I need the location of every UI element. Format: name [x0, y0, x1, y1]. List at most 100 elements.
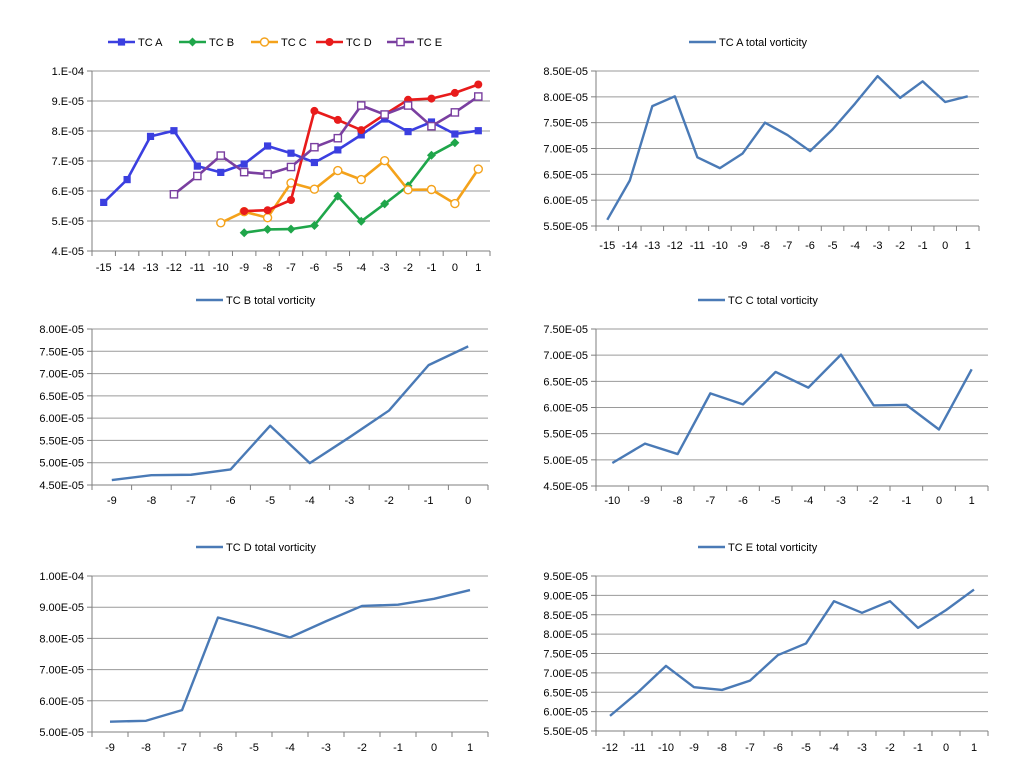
y-tick-label: 5.00E-05	[543, 455, 588, 467]
data-point	[404, 128, 412, 136]
tc-d-vorticity-chart: 5.00E-05 6.00E-05 7.00E-05 8.00E-05 9.00E-05…	[39, 542, 489, 754]
series-1	[100, 115, 482, 206]
x-tick-label: -6	[805, 240, 815, 252]
series-line	[243, 141, 456, 234]
data-point	[451, 130, 459, 138]
data-point	[217, 168, 225, 176]
data-point	[426, 184, 437, 195]
legend-entry: TC D total vorticity	[196, 542, 316, 554]
y-tick-label: 6.00E-05	[543, 707, 588, 719]
chart-panel-tc-b: 4.50E-05 5.00E-05 5.50E-05 6.00E-05 6.50E-05…	[0, 280, 512, 530]
y-tick-label: 7.00E-05	[543, 350, 588, 362]
x-tick-label: -1	[913, 742, 923, 754]
x-tick-label: -7	[705, 495, 715, 507]
data-point	[380, 199, 390, 209]
legend-entry: TC A	[108, 37, 163, 49]
chart-panel-tc-e: 5.50E-05 6.00E-05 6.50E-05 7.00E-05 7.50E-05…	[512, 530, 1024, 768]
data-point	[100, 198, 108, 206]
data-point	[427, 121, 436, 131]
legend-entry: TC E total vorticity	[698, 542, 818, 554]
data-point	[286, 224, 296, 234]
legend-label: TC C total vorticity	[728, 295, 818, 307]
x-tick-label: -8	[673, 495, 683, 507]
y-tick-label: 4.E-05	[52, 246, 84, 258]
data-point	[473, 164, 483, 174]
data-point	[334, 146, 342, 154]
x-tick-label: 0	[465, 495, 471, 507]
x-tick-label: -10	[604, 495, 620, 507]
x-tick-label: -12	[667, 240, 683, 252]
x-tick-label: -4	[305, 495, 315, 507]
data-point	[146, 132, 155, 140]
data-point	[310, 106, 319, 115]
data-point	[263, 224, 273, 234]
x-tick-label: -8	[717, 742, 727, 754]
series-5	[169, 92, 483, 199]
x-tick-label: -5	[333, 262, 343, 274]
legend-entry: TC C	[251, 37, 307, 49]
data-point	[309, 184, 320, 194]
x-tick-label: 0	[431, 742, 437, 754]
legend-entry: TC B total vorticity	[196, 295, 316, 307]
x-tick-label: -9	[105, 742, 115, 754]
data-point	[216, 218, 226, 228]
chart-panel-tc-c: 4.50E-05 5.00E-05 5.50E-05 6.00E-05 6.50E-05…	[512, 280, 1024, 530]
y-tick-label: 8.00E-05	[543, 629, 588, 641]
series-2	[239, 138, 460, 238]
legend-marker	[117, 38, 126, 46]
data-point	[356, 216, 366, 226]
data-point	[262, 212, 273, 223]
x-tick-label: -6	[310, 262, 320, 274]
series-line	[111, 345, 469, 482]
x-tick-label: 0	[936, 495, 942, 507]
data-point	[357, 126, 366, 135]
y-tick-label: 6.50E-05	[39, 391, 84, 403]
data-point	[474, 127, 482, 135]
data-point	[310, 142, 319, 152]
data-point	[239, 167, 249, 177]
y-tick-label: 4.50E-05	[39, 480, 84, 492]
x-tick-label: -6	[226, 495, 236, 507]
data-point	[333, 115, 342, 124]
data-point	[193, 171, 202, 181]
x-tick-label: -2	[869, 495, 879, 507]
legend-label: TC B total vorticity	[226, 295, 316, 307]
data-point	[379, 155, 390, 166]
x-tick-label: -2	[403, 262, 413, 274]
x-tick-label: -7	[186, 495, 196, 507]
legend-entry: TC E	[387, 37, 442, 49]
data-point	[357, 131, 365, 139]
x-tick-label: -10	[712, 240, 728, 252]
x-tick-label: -3	[857, 742, 867, 754]
y-tick-label: 6.00E-05	[39, 413, 84, 425]
y-tick-label: 5.E-05	[52, 216, 84, 228]
y-tick-label: 6.00E-05	[543, 195, 588, 207]
data-point	[263, 169, 272, 179]
series-1	[606, 74, 969, 221]
x-tick-label: 0	[942, 240, 948, 252]
x-tick-label: -11	[190, 262, 205, 274]
x-tick-label: -13	[644, 240, 660, 252]
y-tick-label: 8.E-05	[52, 126, 84, 138]
x-tick-label: -8	[263, 262, 273, 274]
data-point	[427, 94, 436, 103]
data-point	[193, 162, 201, 170]
y-tick-label: 7.50E-05	[543, 118, 588, 130]
data-point	[473, 92, 483, 101]
data-point	[240, 160, 248, 168]
x-tick-label: 1	[475, 262, 481, 274]
y-tick-label: 7.50E-05	[543, 649, 588, 661]
y-tick-label: 7.00E-05	[543, 144, 588, 156]
x-tick-label: -2	[885, 742, 895, 754]
legend-label: TC D	[346, 37, 372, 49]
y-tick-label: 4.50E-05	[543, 481, 588, 493]
y-tick-label: 8.00E-05	[39, 324, 84, 336]
data-point	[309, 221, 319, 230]
data-point	[333, 191, 343, 201]
data-point	[356, 101, 366, 110]
tc-c-vorticity-chart: 4.50E-05 5.00E-05 5.50E-05 6.00E-05 6.50E-05…	[543, 295, 989, 507]
data-point	[356, 174, 366, 185]
x-tick-label: -6	[213, 742, 223, 754]
data-point	[450, 88, 459, 97]
x-tick-label: -12	[602, 742, 618, 754]
